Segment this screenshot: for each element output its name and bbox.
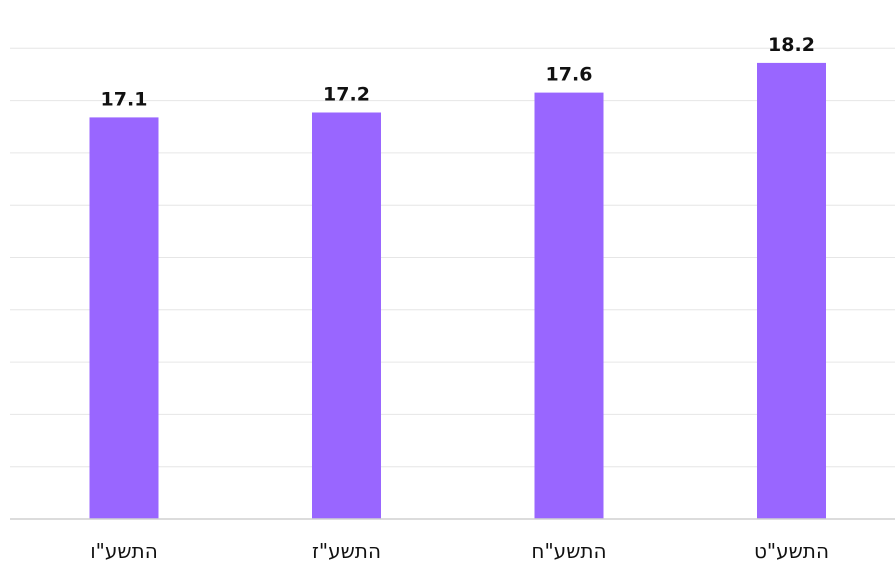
x-tick-label: התשע"ז — [312, 539, 381, 563]
bar — [757, 62, 826, 520]
data-labels: 17.1 17.2 17.6 18.2 — [101, 34, 815, 111]
data-label: 17.6 — [546, 64, 593, 86]
bar — [312, 112, 381, 519]
bar — [89, 117, 159, 520]
bar — [534, 92, 604, 519]
x-tick-label: התשע"ט — [754, 539, 829, 563]
data-label: 18.2 — [768, 34, 815, 56]
x-tick-label: התשע"ו — [90, 539, 158, 563]
x-axis-tick-labels: התשע"ו התשע"ז התשע"ח התשע"ט — [90, 539, 829, 563]
data-label: 17.1 — [101, 88, 148, 110]
x-tick-label: התשע"ח — [531, 539, 606, 563]
data-label: 17.2 — [323, 84, 370, 106]
bars — [89, 62, 826, 520]
